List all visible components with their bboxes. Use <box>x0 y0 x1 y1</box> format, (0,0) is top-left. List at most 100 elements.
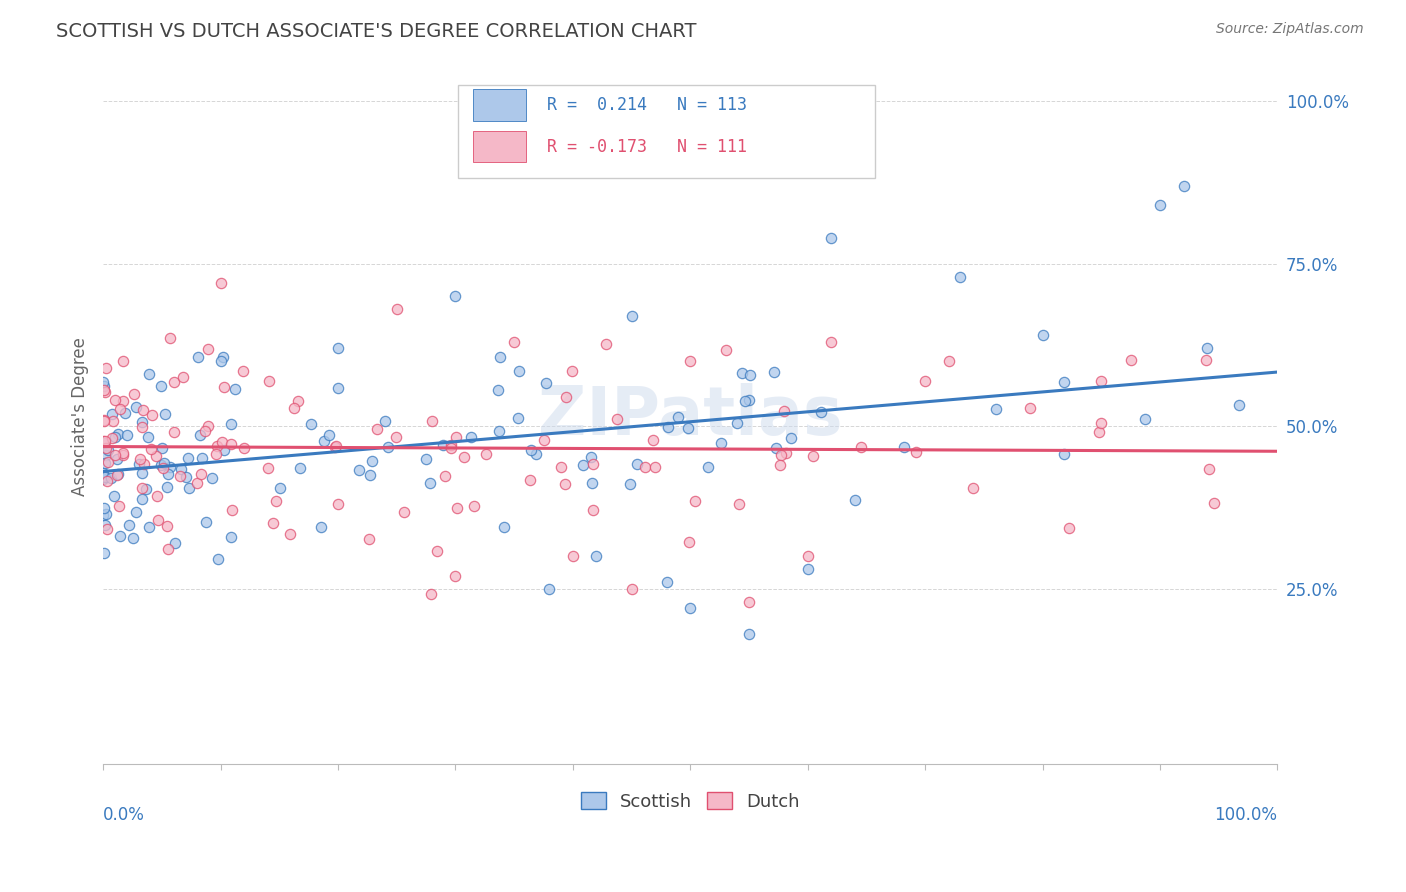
Point <box>1149 198 1171 212</box>
Point <box>595 336 617 351</box>
Point <box>524 447 547 461</box>
Point <box>156 519 179 533</box>
Point <box>904 445 927 459</box>
Point <box>145 489 167 503</box>
Point <box>94 470 117 484</box>
Point <box>112 448 135 462</box>
Point <box>205 439 228 453</box>
Point <box>93 376 115 390</box>
Point <box>105 468 128 483</box>
Point <box>1227 399 1250 413</box>
Point <box>440 438 463 452</box>
Point <box>519 473 541 487</box>
Text: R = -0.173   N = 111: R = -0.173 N = 111 <box>547 137 747 156</box>
Point <box>209 276 232 290</box>
Point <box>506 411 529 425</box>
Point <box>163 536 186 550</box>
Point <box>620 309 643 323</box>
Point <box>446 500 468 515</box>
Point <box>1202 496 1225 510</box>
Point <box>262 516 284 530</box>
Point <box>392 505 415 519</box>
Point <box>93 500 115 515</box>
Point <box>1032 328 1054 343</box>
Point <box>112 394 135 409</box>
Point <box>734 393 756 408</box>
Point <box>849 440 872 454</box>
Point <box>288 460 311 475</box>
Point <box>489 351 512 365</box>
Point <box>159 331 181 345</box>
Point <box>738 392 761 407</box>
Point <box>585 549 607 564</box>
Point <box>91 472 114 486</box>
Text: Source: ZipAtlas.com: Source: ZipAtlas.com <box>1216 22 1364 37</box>
Point <box>710 435 733 450</box>
Point <box>93 468 115 483</box>
Point <box>796 562 818 576</box>
Point <box>738 595 761 609</box>
Point <box>186 475 208 490</box>
Point <box>773 403 796 417</box>
Point <box>323 440 346 454</box>
Point <box>420 587 443 601</box>
Point <box>309 520 332 534</box>
Point <box>131 492 153 507</box>
Point <box>373 414 395 428</box>
FancyBboxPatch shape <box>472 131 526 162</box>
Point <box>149 378 172 392</box>
Point <box>107 467 129 481</box>
Point <box>278 527 301 541</box>
Point <box>433 469 456 483</box>
Point <box>114 406 136 420</box>
Point <box>108 529 131 543</box>
Point <box>844 492 866 507</box>
Point <box>91 508 114 522</box>
Point <box>326 381 349 395</box>
Point <box>460 430 482 444</box>
Point <box>561 364 583 378</box>
Point <box>100 471 122 485</box>
Point <box>207 552 229 566</box>
Point <box>91 434 114 448</box>
Point <box>725 416 748 430</box>
Point <box>138 430 160 444</box>
Point <box>962 481 984 495</box>
Point <box>1090 416 1112 430</box>
Point <box>212 380 235 394</box>
Point <box>765 441 787 455</box>
Point <box>619 477 641 491</box>
Point <box>520 442 543 457</box>
Point <box>104 392 127 407</box>
Point <box>93 413 115 427</box>
Point <box>131 467 153 481</box>
Point <box>153 456 176 470</box>
Point <box>177 451 200 466</box>
Point <box>197 342 219 356</box>
Point <box>156 542 179 557</box>
Point <box>107 426 129 441</box>
Text: 0.0%: 0.0% <box>103 806 145 824</box>
Point <box>770 448 793 462</box>
Point <box>697 459 720 474</box>
Point <box>312 434 335 449</box>
Point <box>94 385 117 400</box>
Point <box>554 390 576 404</box>
Point <box>366 422 388 436</box>
Point <box>1087 425 1109 439</box>
Point <box>444 568 467 582</box>
Point <box>426 544 449 558</box>
Point <box>146 513 169 527</box>
Point <box>132 403 155 417</box>
Point <box>488 424 510 438</box>
Point <box>984 402 1007 417</box>
Point <box>1119 352 1142 367</box>
Point <box>810 405 832 419</box>
Point <box>820 334 842 349</box>
Point <box>415 451 437 466</box>
Point <box>634 460 657 475</box>
Point <box>221 503 243 517</box>
Point <box>938 354 960 368</box>
Point <box>219 417 242 431</box>
Point <box>163 375 186 389</box>
